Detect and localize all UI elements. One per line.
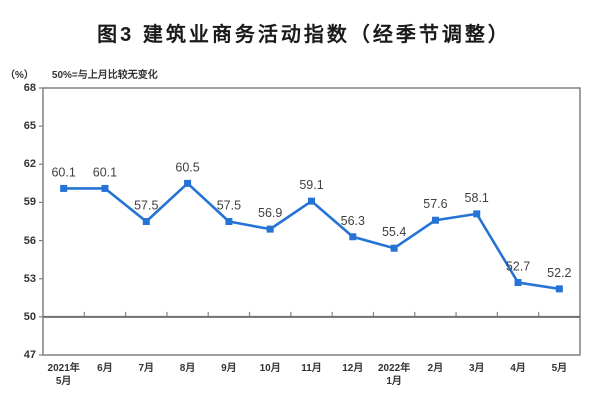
chart-title: 图3 建筑业商务活动指数（经季节调整） <box>97 24 511 46</box>
x-tick-label-line: 6月 <box>97 363 113 374</box>
data-point-marker <box>390 244 398 252</box>
data-label: 60.1 <box>51 165 75 179</box>
x-tick-label: 12月 <box>322 362 384 375</box>
y-tick-label: 65 <box>23 120 36 133</box>
x-tick-label: 9月 <box>198 362 260 375</box>
data-point-marker <box>555 285 563 293</box>
plot-frame <box>42 87 581 356</box>
data-point-marker <box>225 218 233 225</box>
data-label: 57.5 <box>134 199 158 213</box>
data-label: 60.1 <box>93 165 117 179</box>
x-tick-label: 7月 <box>115 362 177 375</box>
y-tick-label: 56 <box>23 234 36 247</box>
data-label: 52.7 <box>506 260 530 274</box>
x-tick-label: 2021年 5月 <box>33 362 95 388</box>
x-tick-label-line: 3月 <box>468 363 485 374</box>
y-tick-label: 68 <box>23 82 36 94</box>
x-tick-label-line: 5月 <box>551 363 568 374</box>
axis-unit-row: （%） 50%=与上月比较无变化 <box>5 66 158 81</box>
x-tick-label-line: 7月 <box>138 363 155 374</box>
x-tick-label-line: 2月 <box>427 363 444 374</box>
x-tick-label-line: 4月 <box>510 363 526 374</box>
y-tick-label: 62 <box>23 158 36 171</box>
reference-note: 50%=与上月比较无变化 <box>51 70 158 81</box>
y-tick-label: 47 <box>23 349 36 361</box>
data-label: 56.3 <box>341 214 365 228</box>
y-tick-label: 59 <box>23 196 36 209</box>
data-label: 56.9 <box>258 206 282 220</box>
data-point-marker <box>308 197 315 205</box>
data-label: 57.5 <box>217 199 241 213</box>
x-tick-label-line: 2021年 <box>47 363 80 374</box>
data-point-marker <box>101 184 109 192</box>
y-tick-label: 50 <box>23 310 36 323</box>
data-point-marker <box>60 184 68 192</box>
x-tick-label: 5月 <box>528 362 590 375</box>
x-tick-label-line: 8月 <box>179 363 196 374</box>
y-tick-label: 53 <box>23 272 36 285</box>
x-tick-label: 10月 <box>239 362 301 375</box>
x-tick-label-line: 10月 <box>259 363 281 374</box>
x-tick-label: 11月 <box>281 362 343 375</box>
x-tick-label: 8月 <box>157 362 219 375</box>
data-point-marker <box>349 233 357 241</box>
x-tick-label-line: 2022年 <box>377 363 411 374</box>
x-tick-label: 2月 <box>404 362 466 375</box>
x-tick-label-line: 12月 <box>342 363 364 374</box>
data-label: 58.1 <box>465 191 489 205</box>
data-label: 57.6 <box>423 197 447 211</box>
data-point-marker <box>431 216 439 224</box>
x-tick-label: 3月 <box>446 362 508 375</box>
x-tick-label-line: 9月 <box>221 363 237 374</box>
x-tick-label-line: 1月 <box>386 376 402 387</box>
x-tick-label: 2022年 1月 <box>363 362 425 388</box>
data-point-marker <box>184 179 192 187</box>
x-tick-label: 4月 <box>487 362 549 375</box>
data-label: 60.5 <box>175 160 199 174</box>
data-point-marker <box>266 225 274 233</box>
data-point-marker <box>473 210 481 218</box>
data-label: 52.2 <box>547 266 571 280</box>
data-point-marker <box>514 279 522 287</box>
data-point-marker <box>142 218 150 225</box>
data-label: 55.4 <box>382 225 406 239</box>
data-label: 59.1 <box>299 178 323 192</box>
x-tick-label-line: 5月 <box>55 376 72 387</box>
x-tick-label-line: 11月 <box>301 363 322 374</box>
y-axis-unit-label: （%） <box>5 70 34 81</box>
x-tick-label: 6月 <box>74 362 136 375</box>
